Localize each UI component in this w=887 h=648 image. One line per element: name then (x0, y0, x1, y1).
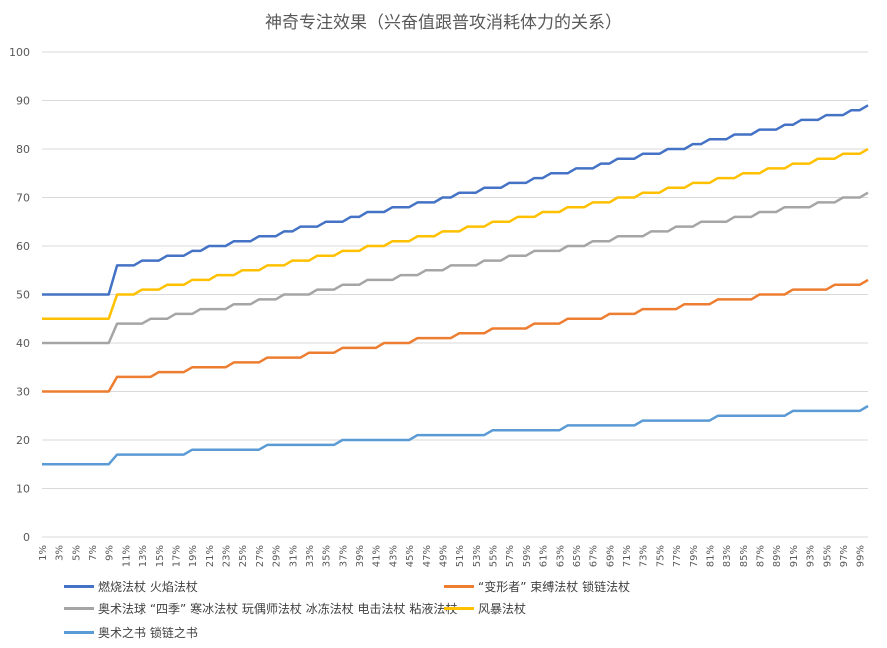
x-tick-label: 67% (589, 545, 600, 567)
x-tick-label: 47% (422, 545, 433, 567)
series-lines (42, 104, 869, 466)
legend-item-series-5: 奥术之书 锁链之书 (64, 624, 198, 641)
x-tick-label: 29% (272, 545, 283, 567)
series-line-3 (42, 191, 869, 345)
x-tick-label: 15% (155, 545, 166, 567)
x-tick-label: 19% (188, 545, 199, 567)
x-tick-label: 1% (38, 545, 49, 561)
x-tick-label: 51% (455, 545, 466, 567)
x-tick-label: 13% (138, 545, 149, 567)
y-tick-label: 100 (9, 46, 30, 59)
x-tick-label: 75% (655, 545, 666, 567)
y-tick-label: 60 (16, 240, 30, 253)
x-tick-label: 45% (405, 545, 416, 567)
x-tick-label: 85% (739, 545, 750, 567)
legend-label-series-5: 奥术之书 锁链之书 (98, 626, 198, 640)
x-tick-label: 21% (205, 545, 216, 567)
x-tick-label: 87% (756, 545, 767, 567)
y-tick-label: 30 (16, 386, 30, 399)
y-tick-label: 70 (16, 192, 30, 205)
legend-item-series-4: 风暴法杖 (444, 600, 526, 617)
y-tick-label: 10 (16, 483, 30, 496)
x-tick-label: 65% (572, 545, 583, 567)
x-tick-label: 53% (472, 545, 483, 567)
y-tick-labels: 0 10 20 30 40 50 60 70 80 90 100 (9, 46, 30, 544)
legend-label-series-2: “变形者” 束缚法杖 锁链法杖 (478, 580, 631, 594)
x-tick-label: 31% (288, 545, 299, 567)
y-tick-label: 0 (23, 531, 30, 544)
legend-item-series-3: 奥术法球 “四季” 寒冰法杖 玩偶师法杖 冰冻法杖 电击法杖 粘液法杖 (64, 600, 457, 617)
x-tick-label: 69% (605, 545, 616, 567)
x-tick-label: 91% (789, 545, 800, 567)
x-tick-label: 33% (305, 545, 316, 567)
x-tick-label: 23% (222, 545, 233, 567)
y-tick-label: 20 (16, 434, 30, 447)
x-tick-label: 25% (238, 545, 249, 567)
legend-label-series-4: 风暴法杖 (478, 602, 527, 616)
x-tick-label: 95% (822, 545, 833, 567)
x-tick-label: 83% (722, 545, 733, 567)
y-tick-label: 80 (16, 143, 30, 156)
x-tick-label: 9% (105, 545, 116, 561)
y-tick-label: 40 (16, 337, 30, 350)
x-tick-label: 43% (388, 545, 399, 567)
x-tick-label: 41% (372, 545, 383, 567)
legend-swatch-series-2 (444, 585, 474, 588)
x-tick-label: 55% (489, 545, 500, 567)
x-tick-label: 57% (505, 545, 516, 567)
series-line-4 (42, 147, 869, 321)
x-tick-label: 99% (856, 545, 867, 567)
x-tick-label: 77% (672, 545, 683, 567)
y-tick-label: 90 (16, 95, 30, 108)
legend-swatch-series-5 (64, 631, 94, 634)
x-tick-label: 73% (639, 545, 650, 567)
x-tick-label: 35% (322, 545, 333, 567)
x-tick-label: 81% (705, 545, 716, 567)
x-tick-label: 37% (338, 545, 349, 567)
series-line-5 (42, 404, 869, 466)
y-tick-label: 50 (16, 289, 30, 302)
x-tick-label: 17% (171, 545, 182, 567)
legend-swatch-series-4 (444, 607, 474, 610)
legend-label-series-3: 奥术法球 “四季” 寒冰法杖 玩偶师法杖 冰冻法杖 电击法杖 粘液法杖 (98, 602, 458, 616)
x-tick-label: 79% (689, 545, 700, 567)
x-tick-label: 5% (71, 545, 82, 561)
x-tick-label: 39% (355, 545, 366, 567)
x-tick-label: 27% (255, 545, 266, 567)
legend-item-series-2: “变形者” 束缚法杖 锁链法杖 (444, 578, 630, 595)
x-tick-label: 59% (522, 545, 533, 567)
legend-label-series-1: 燃烧法杖 火焰法杖 (98, 580, 198, 594)
x-tick-label: 7% (88, 545, 99, 561)
legend-swatch-series-3 (64, 607, 94, 610)
series-line-1 (42, 104, 869, 296)
x-tick-label: 3% (55, 545, 66, 561)
x-tick-label: 71% (622, 545, 633, 567)
series-line-2 (42, 278, 869, 393)
x-tick-label: 89% (772, 545, 783, 567)
x-tick-label: 11% (121, 545, 132, 567)
legend-item-series-1: 燃烧法杖 火焰法杖 (64, 578, 198, 595)
x-tick-label: 49% (438, 545, 449, 567)
x-tick-label: 63% (555, 545, 566, 567)
x-tick-labels: 1% 3% 5% 7% 9% 11% 13% 15% 17% 19% 21% 23% 25% 27% 29%… (38, 545, 867, 567)
x-tick-label: 97% (839, 545, 850, 567)
legend-swatch-series-1 (64, 585, 94, 588)
gridlines (42, 51, 868, 538)
x-tick-label: 61% (539, 545, 550, 567)
chart-title: 神奇专注效果（兴奋值跟普攻消耗体力的关系） (265, 13, 622, 33)
x-tick-label: 93% (806, 545, 817, 567)
